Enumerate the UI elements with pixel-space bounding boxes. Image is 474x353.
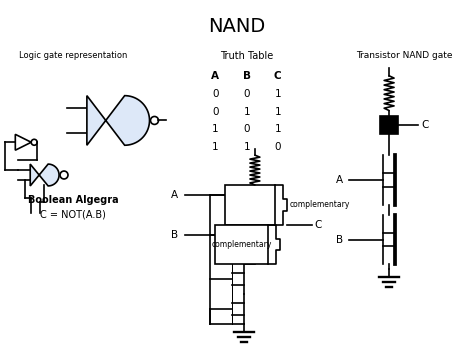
Text: C: C: [315, 220, 322, 229]
Text: 1: 1: [244, 142, 250, 152]
Text: 0: 0: [244, 89, 250, 99]
Text: Truth Table: Truth Table: [220, 51, 273, 61]
Text: A: A: [171, 190, 178, 200]
Bar: [380, 116, 398, 134]
Text: 1: 1: [274, 124, 281, 134]
Text: Transistor NAND gate: Transistor NAND gate: [356, 51, 452, 60]
Text: 1: 1: [244, 107, 250, 116]
Text: C = NOT(A.B): C = NOT(A.B): [40, 210, 106, 220]
Polygon shape: [87, 96, 149, 145]
Text: A: A: [211, 71, 219, 81]
Text: 0: 0: [212, 89, 219, 99]
Text: A: A: [336, 175, 343, 185]
Text: 0: 0: [244, 124, 250, 134]
Text: 0: 0: [212, 107, 219, 116]
Text: B: B: [243, 71, 251, 81]
Text: B: B: [171, 229, 178, 240]
Text: Boolean Algegra: Boolean Algegra: [27, 195, 118, 205]
Text: complementary: complementary: [211, 240, 272, 249]
Text: 1: 1: [274, 107, 281, 116]
Bar: [225, 185, 275, 225]
Text: 1: 1: [274, 89, 281, 99]
Text: C: C: [421, 120, 428, 130]
Text: B: B: [336, 234, 343, 245]
Bar: [215, 225, 268, 264]
Text: C: C: [274, 71, 282, 81]
Text: 0: 0: [274, 142, 281, 152]
Text: 1: 1: [212, 142, 219, 152]
Polygon shape: [15, 134, 31, 150]
Text: 1: 1: [212, 124, 219, 134]
Text: NAND: NAND: [209, 17, 265, 36]
Polygon shape: [30, 164, 59, 186]
Text: Logic gate representation: Logic gate representation: [19, 51, 127, 60]
Text: complementary: complementary: [290, 200, 350, 209]
